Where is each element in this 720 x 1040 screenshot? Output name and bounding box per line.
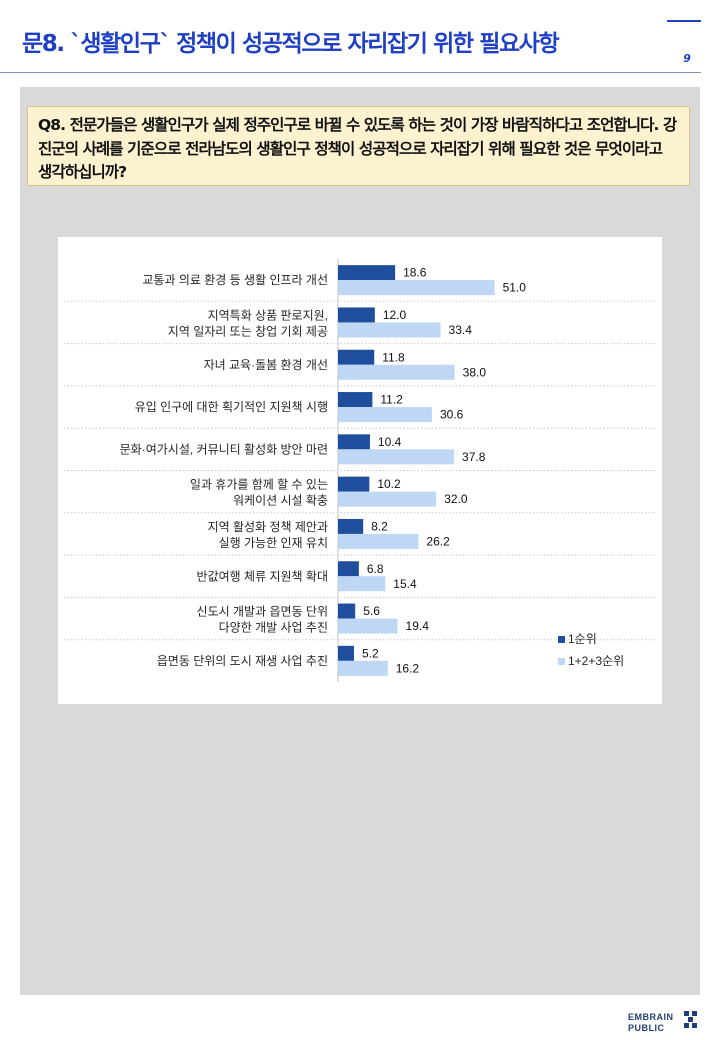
bar-rank123	[338, 364, 455, 380]
bar-rank1	[338, 349, 375, 365]
data-label-rank1: 12.0	[383, 308, 407, 322]
bar-rank123	[338, 576, 386, 592]
bar-rank1	[338, 307, 375, 323]
logo-mark-icon	[684, 1011, 697, 1028]
category-label: 교통과 의료 환경 등 생활 인프라 개선	[142, 273, 328, 287]
bar-rank1	[338, 265, 396, 281]
data-label-rank123: 26.2	[426, 534, 450, 548]
data-label-rank1: 6.8	[367, 562, 384, 576]
category-label: 일과 휴가를 함께 할 수 있는 워케이션 시설 확충	[190, 478, 328, 508]
logo-line2: PUBLIC	[628, 1023, 665, 1033]
bar-rank123	[338, 280, 495, 296]
bar-rank1	[338, 434, 370, 450]
data-label-rank1: 11.2	[380, 393, 403, 407]
data-label-rank123: 37.8	[462, 450, 486, 464]
data-label-rank1: 8.2	[371, 519, 388, 533]
bar-rank1	[338, 561, 359, 577]
legend-swatch	[558, 658, 565, 665]
category-label: 자녀 교육·돌봄 환경 개선	[204, 358, 328, 372]
category-label: 지역 활성화 정책 제안과 실행 가능한 인재 유치	[208, 519, 328, 550]
legend-label: 1+2+3순위	[568, 654, 624, 668]
data-label-rank123: 51.0	[503, 281, 527, 295]
bar-rank1	[338, 392, 373, 408]
category-label: 읍면동 단위의 도시 재생 사업 추진	[157, 654, 328, 668]
legend-swatch	[558, 636, 565, 643]
bar-rank1	[338, 645, 354, 661]
data-label-rank1: 5.6	[363, 604, 380, 618]
bar-rank123	[338, 449, 455, 465]
data-label-rank123: 15.4	[393, 577, 417, 591]
data-label-rank1: 11.8	[382, 350, 405, 364]
data-label-rank123: 19.4	[406, 619, 430, 633]
bar-rank123	[338, 533, 419, 549]
bar-rank123	[338, 618, 398, 634]
logo-line1: EMBRAIN	[628, 1012, 674, 1022]
bar-rank123	[338, 407, 432, 423]
bar-rank1	[338, 476, 370, 492]
question-box: Q8. 전문가들은 생활인구가 실제 정주인구로 바뀔 수 있도록 하는 것이 …	[27, 106, 690, 186]
data-label-rank1: 10.4	[378, 435, 402, 449]
data-label-rank123: 32.0	[444, 492, 468, 506]
category-label: 반값여행 체류 지원책 확대	[197, 568, 328, 583]
category-label: 유입 인구에 대한 획기적인 지원책 시행	[135, 399, 328, 414]
data-label-rank1: 5.2	[362, 646, 379, 660]
embrain-public-logo: EMBRAIN PUBLIC	[628, 1009, 708, 1035]
page-number: 9	[683, 52, 691, 65]
category-label: 신도시 개발과 읍면동 단위 다양한 개발 사업 추진	[197, 605, 328, 635]
bar-rank123	[338, 491, 437, 507]
data-label-rank123: 16.2	[396, 661, 420, 675]
bar-rank123	[338, 660, 388, 676]
category-label: 문화·여가시설, 커뮤니티 활성화 방안 마련	[120, 442, 328, 456]
data-label-rank123: 30.6	[440, 408, 464, 422]
bar-rank1	[338, 518, 364, 534]
data-label-rank1: 10.2	[377, 477, 401, 491]
chart-container: 교통과 의료 환경 등 생활 인프라 개선 18.6 51.0 지역특화 상품 판로지…	[58, 237, 662, 704]
page-title: 문8. `생활인구` 정책이 성공적으로 자리잡기 위한 필요사항	[22, 31, 560, 57]
legend-label: 1순위	[568, 632, 597, 646]
header-accent-line	[667, 20, 701, 22]
header-divider	[0, 72, 701, 73]
bar-chart: 교통과 의료 환경 등 생활 인프라 개선 18.6 51.0 지역특화 상품 판로지…	[64, 259, 656, 682]
data-label-rank123: 33.4	[449, 323, 473, 337]
bar-rank1	[338, 603, 356, 619]
bar-rank123	[338, 322, 441, 338]
data-label-rank1: 18.6	[403, 266, 427, 280]
data-label-rank123: 38.0	[463, 365, 487, 379]
category-label: 지역특화 상품 판로지원, 지역 일자리 또는 창업 기회 제공	[168, 308, 328, 338]
